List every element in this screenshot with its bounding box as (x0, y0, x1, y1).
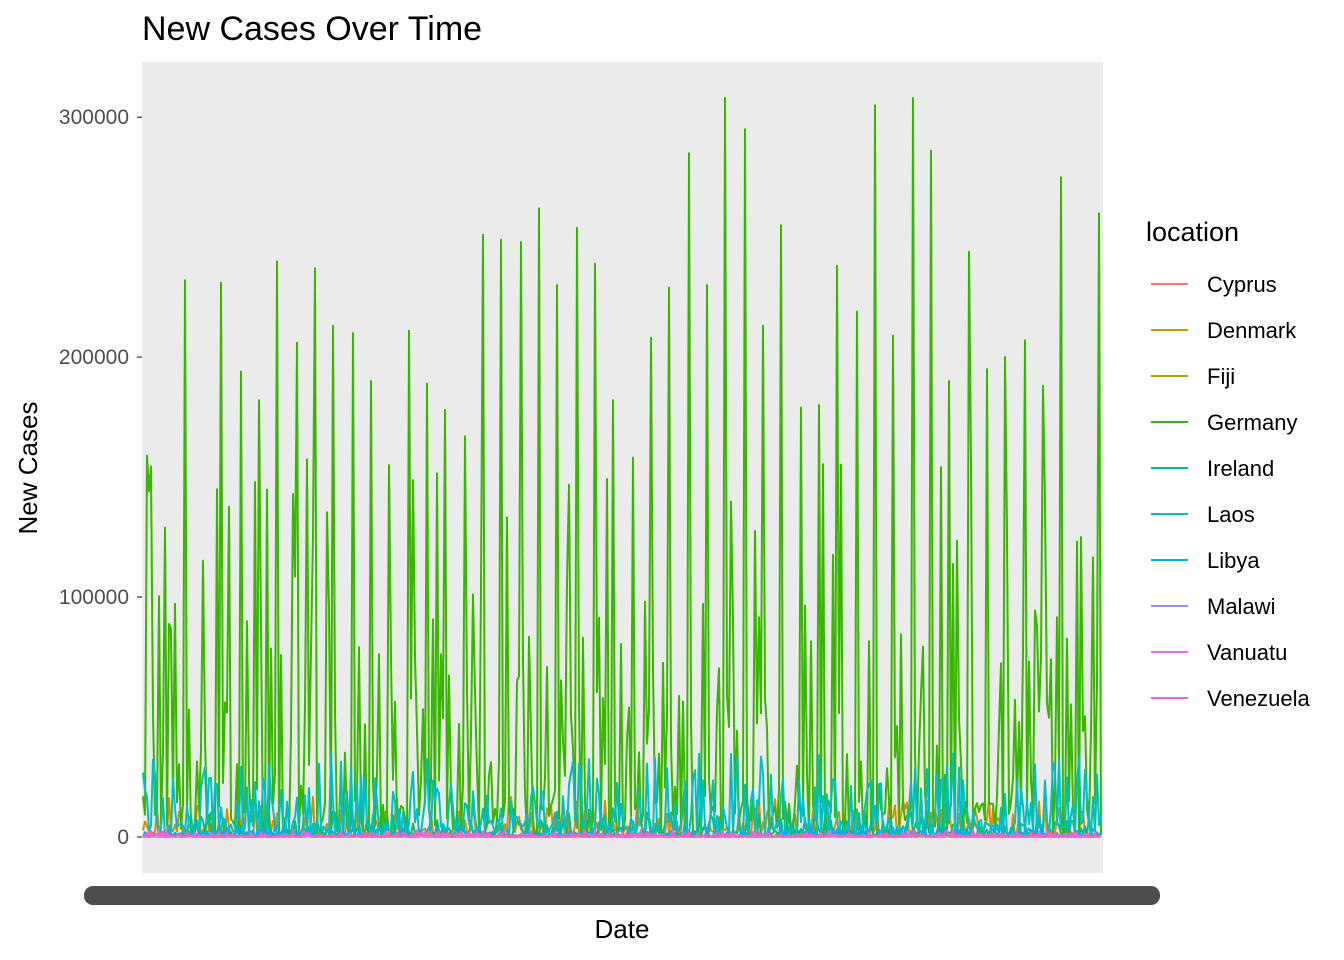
y-axis-ticks: 0 100000 200000 300000 (59, 106, 142, 849)
x-tick-labels-overplotted (84, 886, 1160, 905)
legend-label: Vanuatu (1207, 640, 1287, 665)
legend-label: Cyprus (1207, 272, 1277, 297)
legend-item-libya: Libya (1151, 548, 1260, 573)
legend-item-cyprus: Cyprus (1151, 272, 1277, 297)
legend: location Cyprus Denmark Fiji Germany Ireland… (1146, 217, 1311, 711)
legend-title: location (1146, 217, 1239, 247)
legend-label: Libya (1207, 548, 1260, 573)
legend-label: Venezuela (1207, 686, 1311, 711)
legend-item-venezuela: Venezuela (1151, 686, 1311, 711)
y-tick-label: 0 (117, 826, 129, 849)
legend-label: Fiji (1207, 364, 1235, 389)
legend-item-malawi: Malawi (1151, 594, 1275, 619)
y-tick-label: 100000 (59, 586, 129, 609)
legend-item-denmark: Denmark (1151, 318, 1297, 343)
series-line-germany (142, 97, 1102, 838)
legend-label: Malawi (1207, 594, 1275, 619)
series-line-venezuela (142, 829, 1102, 838)
y-tick-label: 300000 (59, 106, 129, 129)
legend-label: Germany (1207, 410, 1297, 435)
legend-item-fiji: Fiji (1151, 364, 1235, 389)
y-tick-label: 200000 (59, 346, 129, 369)
legend-label: Denmark (1207, 318, 1297, 343)
chart-title: New Cases Over Time (142, 10, 482, 48)
series-layer (142, 97, 1102, 838)
legend-item-vanuatu: Vanuatu (1151, 640, 1287, 665)
legend-item-ireland: Ireland (1151, 456, 1274, 481)
legend-item-germany: Germany (1151, 410, 1297, 435)
legend-label: Ireland (1207, 456, 1274, 481)
x-axis-label: Date (595, 914, 650, 944)
series-line-laos (142, 752, 1102, 838)
legend-label: Laos (1207, 502, 1255, 527)
y-axis-label: New Cases (13, 402, 43, 535)
legend-item-laos: Laos (1151, 502, 1255, 527)
